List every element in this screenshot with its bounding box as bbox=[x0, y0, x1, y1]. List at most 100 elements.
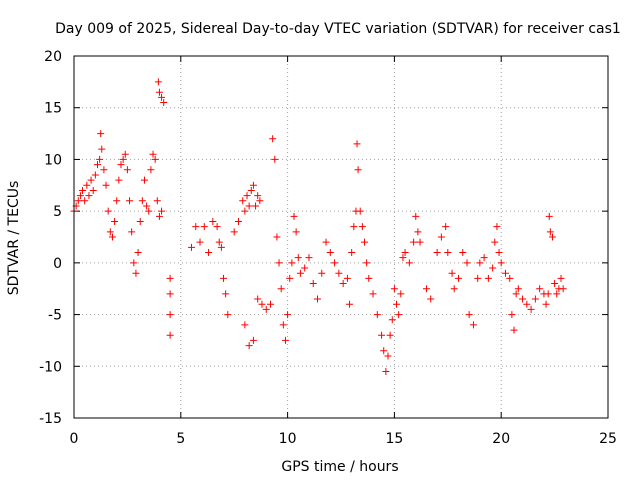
data-point bbox=[508, 311, 516, 319]
data-point bbox=[128, 228, 136, 236]
data-point bbox=[309, 280, 317, 288]
data-point bbox=[166, 331, 174, 339]
data-point bbox=[273, 233, 281, 241]
data-point bbox=[224, 311, 232, 319]
data-point bbox=[382, 367, 390, 375]
data-point bbox=[405, 259, 413, 267]
data-point bbox=[290, 212, 298, 220]
data-point bbox=[353, 140, 361, 148]
data-point bbox=[247, 186, 255, 194]
data-point bbox=[245, 342, 253, 350]
data-point bbox=[262, 305, 270, 313]
data-point bbox=[450, 285, 458, 293]
data-point bbox=[217, 243, 225, 251]
data-point bbox=[442, 223, 450, 231]
data-point bbox=[249, 181, 257, 189]
data-point bbox=[281, 336, 289, 344]
data-point bbox=[414, 228, 422, 236]
chart-title: Day 009 of 2025, Sidereal Day-to-day VTE… bbox=[55, 21, 621, 37]
data-point bbox=[399, 254, 407, 262]
data-point bbox=[136, 217, 144, 225]
x-tick-label: 10 bbox=[279, 431, 297, 447]
data-point bbox=[542, 300, 550, 308]
data-point bbox=[546, 228, 554, 236]
data-point bbox=[155, 212, 163, 220]
data-point bbox=[465, 311, 473, 319]
data-point bbox=[360, 238, 368, 246]
data-point bbox=[356, 207, 364, 215]
data-point bbox=[85, 192, 93, 200]
data-point bbox=[166, 311, 174, 319]
data-point bbox=[81, 197, 89, 205]
data-point bbox=[119, 155, 127, 163]
data-point bbox=[249, 336, 257, 344]
data-point bbox=[254, 192, 262, 200]
data-point bbox=[220, 274, 228, 282]
data-point bbox=[96, 155, 104, 163]
data-point bbox=[296, 269, 304, 277]
data-point bbox=[514, 285, 522, 293]
data-point bbox=[117, 161, 125, 169]
data-point bbox=[230, 228, 238, 236]
data-point bbox=[393, 300, 401, 308]
data-point bbox=[454, 274, 462, 282]
data-point bbox=[437, 233, 445, 241]
data-point bbox=[476, 259, 484, 267]
data-point bbox=[480, 254, 488, 262]
data-point bbox=[234, 217, 242, 225]
data-point bbox=[384, 352, 392, 360]
y-tick-labels: -15 -10 -5 0 5 10 15 20 bbox=[39, 49, 62, 427]
data-point bbox=[134, 249, 142, 257]
data-point bbox=[108, 233, 116, 241]
data-point bbox=[536, 285, 544, 293]
data-point bbox=[154, 78, 162, 86]
data-point bbox=[433, 249, 441, 257]
data-point bbox=[145, 207, 153, 215]
data-point bbox=[358, 223, 366, 231]
y-tick-label: 15 bbox=[44, 101, 62, 117]
data-point bbox=[489, 264, 497, 272]
data-point bbox=[326, 249, 334, 257]
x-tick-label: 0 bbox=[70, 431, 79, 447]
data-point bbox=[559, 285, 567, 293]
data-point bbox=[506, 274, 514, 282]
data-point bbox=[390, 285, 398, 293]
data-point bbox=[215, 238, 223, 246]
data-point bbox=[422, 285, 430, 293]
y-axis-label: SDTVAR / TECUs bbox=[6, 181, 22, 296]
data-point bbox=[416, 238, 424, 246]
data-point bbox=[106, 228, 114, 236]
data-point bbox=[138, 197, 146, 205]
data-point bbox=[271, 155, 279, 163]
data-points bbox=[70, 78, 567, 375]
data-point bbox=[130, 259, 138, 267]
data-point bbox=[284, 311, 292, 319]
data-point bbox=[401, 249, 409, 257]
grid bbox=[74, 56, 608, 418]
data-point bbox=[519, 295, 527, 303]
data-point bbox=[459, 249, 467, 257]
data-point bbox=[252, 202, 260, 210]
data-point bbox=[354, 166, 362, 174]
data-point bbox=[395, 311, 403, 319]
data-point bbox=[277, 285, 285, 293]
data-point bbox=[314, 295, 322, 303]
data-point bbox=[412, 212, 420, 220]
data-point bbox=[151, 155, 159, 163]
data-point bbox=[501, 269, 509, 277]
data-point bbox=[331, 259, 339, 267]
data-point bbox=[241, 321, 249, 329]
data-point bbox=[484, 274, 492, 282]
data-point bbox=[410, 238, 418, 246]
data-point bbox=[493, 223, 501, 231]
data-point bbox=[89, 186, 97, 194]
data-point bbox=[448, 269, 456, 277]
data-point bbox=[301, 264, 309, 272]
data-point bbox=[205, 249, 213, 257]
data-point bbox=[76, 192, 84, 200]
data-point bbox=[166, 274, 174, 282]
data-point bbox=[288, 259, 296, 267]
axis-ticks bbox=[73, 55, 609, 419]
data-point bbox=[91, 171, 99, 179]
data-point bbox=[187, 243, 195, 251]
